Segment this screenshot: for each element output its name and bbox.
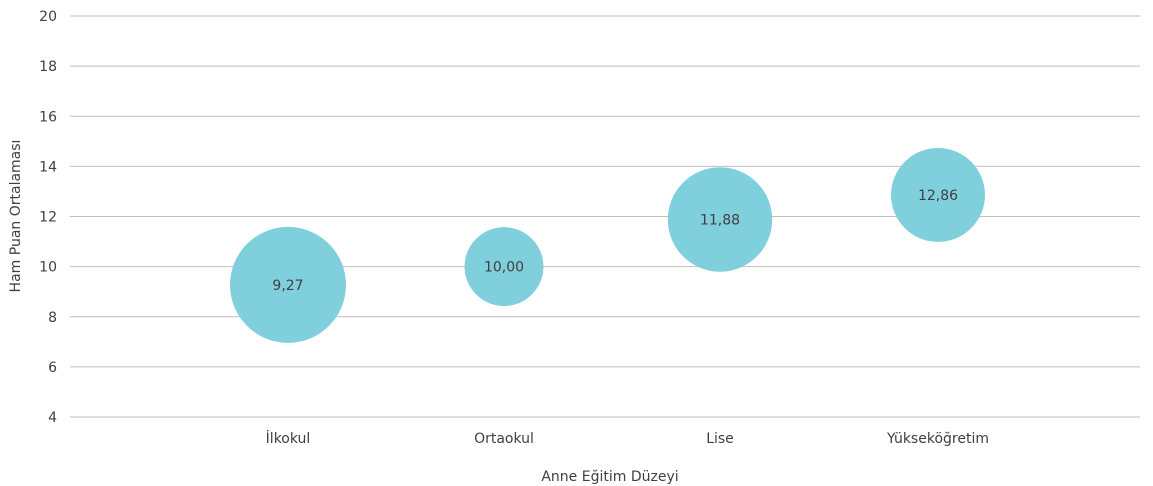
bubble-point — [464, 227, 544, 307]
y-tick-label: 8 — [48, 310, 57, 326]
bubble-point — [891, 147, 985, 242]
y-tick-label: 4 — [48, 410, 57, 426]
y-axis-title: Ham Puan Ortalaması — [8, 140, 24, 293]
x-axis-ticks: İlkokul Ortaokul Lise Yükseköğretim — [266, 429, 989, 447]
x-tick-label: Ortaokul — [474, 431, 534, 447]
x-tick-label: Yükseköğretim — [886, 431, 989, 447]
data-label: 10,00 — [484, 260, 524, 276]
bubble-point — [667, 167, 773, 272]
x-tick-label: İlkokul — [266, 429, 311, 447]
x-axis-title: Anne Eğitim Düzeyi — [541, 469, 678, 485]
bubbles: 9,27 10,00 11,88 12,86 — [230, 147, 985, 343]
y-tick-label: 10 — [39, 260, 57, 276]
y-tick-label: 12 — [39, 210, 57, 226]
y-tick-label: 20 — [39, 9, 57, 25]
bubble-point — [230, 226, 346, 343]
y-tick-label: 6 — [48, 360, 57, 376]
data-label: 12,86 — [918, 188, 958, 204]
x-tick-label: Lise — [706, 431, 734, 447]
y-axis-ticks: 4 6 8 10 12 14 16 18 20 — [39, 9, 57, 426]
y-tick-label: 16 — [39, 109, 57, 125]
data-label: 9,27 — [272, 278, 303, 294]
data-label: 11,88 — [700, 213, 740, 229]
y-tick-label: 18 — [39, 59, 57, 75]
y-tick-label: 14 — [39, 159, 57, 175]
